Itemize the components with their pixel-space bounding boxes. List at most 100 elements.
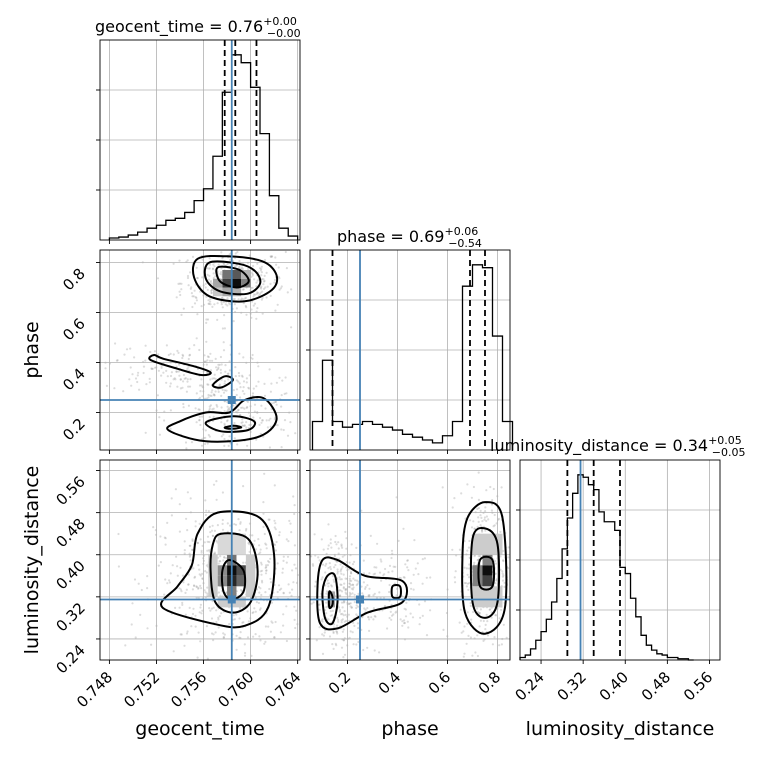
sample-point — [198, 384, 202, 387]
sample-point — [205, 564, 208, 567]
sample-point — [226, 304, 229, 307]
sample-point — [248, 387, 251, 390]
sample-point — [374, 615, 377, 618]
sample-point — [278, 534, 281, 537]
sample-point — [213, 394, 216, 397]
sample-point — [242, 302, 245, 305]
sample-point — [217, 363, 220, 366]
sample-point — [245, 381, 248, 384]
sample-point — [117, 565, 120, 568]
sample-point — [220, 363, 223, 366]
sample-point — [254, 633, 257, 636]
sample-point — [169, 352, 172, 355]
sample-point — [267, 560, 270, 563]
sample-point — [261, 296, 264, 299]
sample-point — [204, 442, 207, 446]
sample-point — [144, 344, 147, 347]
sample-point — [189, 378, 192, 381]
y-tick-label-phase: 0.6 — [59, 315, 89, 345]
sample-point — [337, 547, 340, 550]
sample-point — [201, 276, 204, 279]
sample-point — [203, 354, 206, 357]
sample-point — [259, 286, 262, 289]
sample-point — [150, 367, 153, 370]
sample-point — [276, 562, 279, 565]
histogram-luminosity-distance — [519, 474, 694, 661]
sample-point — [242, 380, 246, 383]
sample-point — [476, 607, 479, 610]
sample-point — [238, 374, 241, 377]
sample-point — [196, 277, 199, 280]
sample-point — [211, 524, 214, 527]
sample-point — [215, 368, 219, 372]
sample-point — [242, 561, 245, 564]
sample-point — [292, 581, 295, 584]
title-geocent-time: geocent_time = 0.76+0.00 −0.00 — [95, 15, 301, 40]
sample-point — [373, 572, 377, 575]
sample-point — [198, 522, 201, 525]
sample-point — [484, 623, 487, 627]
sample-point — [348, 561, 351, 564]
sample-point — [199, 603, 202, 606]
sample-point — [114, 342, 117, 345]
sample-point — [285, 639, 288, 643]
sample-point — [243, 407, 246, 410]
sample-point — [263, 274, 266, 277]
sample-point — [327, 523, 330, 526]
sample-point — [478, 612, 481, 615]
sample-point — [494, 559, 497, 563]
sample-point — [228, 622, 231, 626]
sample-point — [337, 620, 340, 623]
sample-point — [505, 636, 508, 640]
sample-point — [274, 400, 277, 403]
sample-point — [357, 592, 360, 596]
sample-point — [207, 510, 210, 513]
sample-point — [209, 300, 212, 303]
sample-point — [273, 636, 276, 639]
sample-point — [228, 435, 231, 438]
sample-point — [207, 433, 210, 437]
sample-point — [205, 340, 208, 343]
sample-point — [345, 619, 348, 623]
sample-point — [383, 573, 386, 576]
sample-point — [182, 307, 185, 310]
sample-point — [181, 574, 185, 577]
sample-point — [251, 611, 254, 615]
sample-point — [493, 524, 496, 527]
sample-point — [322, 634, 325, 637]
sample-point — [163, 536, 166, 539]
sample-point — [241, 288, 245, 291]
sample-point — [172, 650, 175, 653]
sample-point — [205, 571, 208, 574]
sample-point — [343, 610, 346, 613]
sample-point — [176, 565, 179, 568]
sample-point — [402, 576, 405, 579]
sample-point — [269, 630, 272, 633]
sample-point — [269, 255, 273, 258]
sample-point — [372, 618, 375, 621]
sample-point — [192, 295, 195, 298]
sample-point — [182, 406, 185, 409]
sample-point — [194, 525, 197, 528]
sample-point — [178, 587, 181, 590]
sample-point — [352, 583, 355, 587]
sample-point — [238, 352, 241, 355]
sample-point — [208, 416, 211, 419]
sample-point — [287, 540, 290, 543]
axis-labels: geocent_time phase luminosity_distance p… — [21, 321, 714, 740]
sample-point — [256, 291, 259, 294]
sample-point — [260, 267, 263, 270]
sample-point — [460, 492, 463, 495]
sample-point — [330, 584, 333, 587]
sample-point — [258, 591, 261, 594]
sample-point — [235, 634, 238, 637]
sample-point — [196, 541, 199, 545]
sample-point — [364, 608, 367, 611]
sample-point — [238, 382, 241, 385]
sample-point — [340, 578, 343, 581]
sample-point — [211, 534, 214, 538]
contour-geocent-time-phase — [203, 260, 262, 296]
sample-point — [487, 518, 490, 521]
density-cell — [472, 533, 503, 555]
y-tick-label-luminosity-distance: 0.56 — [52, 473, 88, 509]
